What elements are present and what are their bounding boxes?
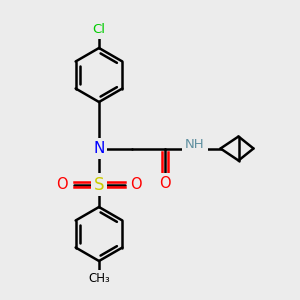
Text: CH₃: CH₃: [88, 272, 110, 286]
Text: O: O: [57, 177, 68, 192]
Text: S: S: [94, 176, 104, 194]
Text: N: N: [93, 141, 105, 156]
Text: Cl: Cl: [92, 23, 106, 36]
Text: O: O: [159, 176, 171, 190]
Text: O: O: [130, 177, 141, 192]
Text: NH: NH: [185, 137, 205, 151]
